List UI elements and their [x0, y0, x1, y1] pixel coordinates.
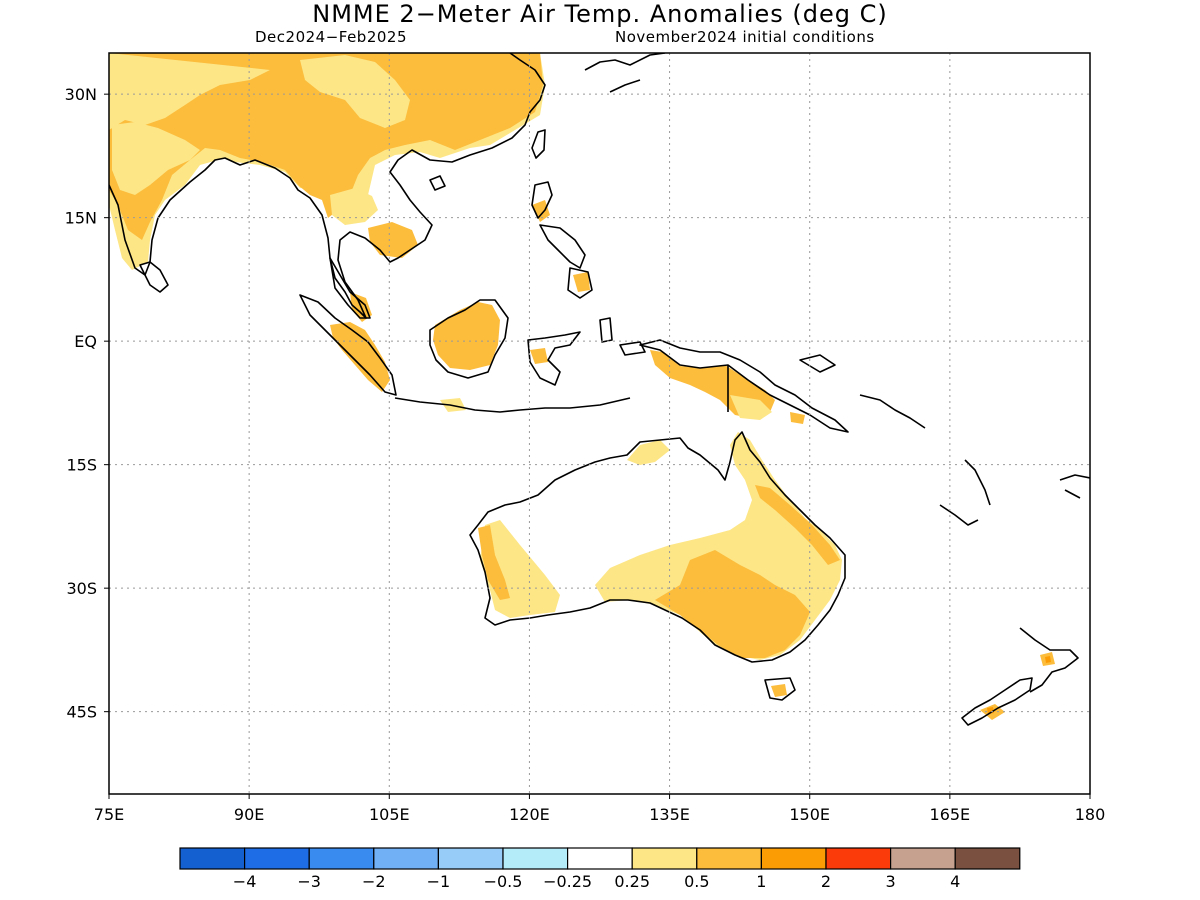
queensland-coast-anomaly [755, 485, 840, 565]
lat-tick-label: 15S [66, 456, 97, 475]
colorbar-swatch [954, 847, 1021, 870]
colorbar-label: −2 [362, 872, 386, 891]
colorbar-label: −0.5 [484, 872, 523, 891]
longitude-labels: 75E 90E 105E 120E 135E 150E 165E 180 [94, 794, 1106, 824]
map-frame [108, 52, 1091, 795]
asia-anomaly-mid [109, 53, 543, 240]
lat-tick-label: 30S [66, 579, 97, 598]
mindanao-anomaly [573, 272, 590, 292]
colorbar-label: −1 [427, 872, 451, 891]
colorbar-swatch [889, 847, 956, 870]
lat-tick-label: EQ [74, 332, 97, 351]
colorbar-label: 1 [756, 872, 766, 891]
colorbar-label: 0.5 [684, 872, 709, 891]
new-guinea-light-patch [730, 395, 772, 420]
sulawesi-anomaly [530, 348, 548, 364]
map-title: NMME 2−Meter Air Temp. Anomalies (deg C) [312, 0, 888, 28]
tibet-light-patch [300, 55, 410, 128]
lon-tick-label: 105E [369, 805, 410, 824]
tasmania-anomaly [771, 684, 787, 697]
initial-conditions: November2024 initial conditions [615, 28, 875, 46]
colorbar-swatch [179, 847, 246, 870]
lon-tick-label: 165E [930, 805, 971, 824]
lon-tick-label: 90E [234, 805, 264, 824]
indochina-light-patch [330, 188, 378, 225]
lon-tick-label: 150E [789, 805, 830, 824]
colorbar-swatch [437, 847, 504, 870]
colorbar-swatch [566, 847, 633, 870]
indochina-mid-patch [368, 222, 418, 258]
colorbar-swatch [244, 847, 310, 870]
colorbar-label: −4 [233, 872, 257, 891]
lat-tick-label: 15N [65, 209, 97, 228]
australia-anomaly-mid [655, 550, 810, 658]
sumatra-anomaly [330, 322, 390, 392]
colorbar-swatch [502, 847, 569, 870]
india-light-patch [112, 122, 200, 195]
lon-tick-label: 135E [649, 805, 690, 824]
west-australia-mid [478, 525, 510, 600]
lon-tick-label: 75E [94, 805, 124, 824]
lon-tick-label: 120E [509, 805, 550, 824]
colorbar-label: 4 [950, 872, 960, 891]
colorbar-label: 0.25 [614, 872, 650, 891]
colorbar-swatch [631, 847, 698, 870]
forecast-period: Dec2024−Feb2025 [255, 28, 407, 46]
map-layers [109, 53, 1090, 726]
colorbar-swatch [825, 847, 892, 870]
colorbar-swatch [696, 847, 762, 870]
colorbar-swatch [760, 847, 827, 870]
philippines-anomaly [532, 200, 550, 222]
colorbar-swatch [308, 847, 375, 870]
latitude-labels: 30N 15N EQ 15S 30S 45S [65, 85, 109, 722]
colorbar-label: −3 [297, 872, 321, 891]
graticule [109, 53, 1090, 794]
bismarck-anomaly [790, 412, 805, 424]
colorbar-swatch [373, 847, 439, 870]
borneo-anomaly [433, 302, 500, 370]
lon-tick-label: 180 [1075, 805, 1106, 824]
lat-tick-label: 45S [66, 703, 97, 722]
colorbar: −4 −3 −2 −1 −0.5 −0.25 0.25 0.5 1 2 3 4 [179, 847, 1021, 891]
coastlines [109, 53, 1090, 726]
colorbar-label: 3 [886, 872, 896, 891]
colorbar-label: −0.25 [543, 872, 592, 891]
lat-tick-label: 30N [65, 85, 97, 104]
colorbar-label: 2 [821, 872, 831, 891]
